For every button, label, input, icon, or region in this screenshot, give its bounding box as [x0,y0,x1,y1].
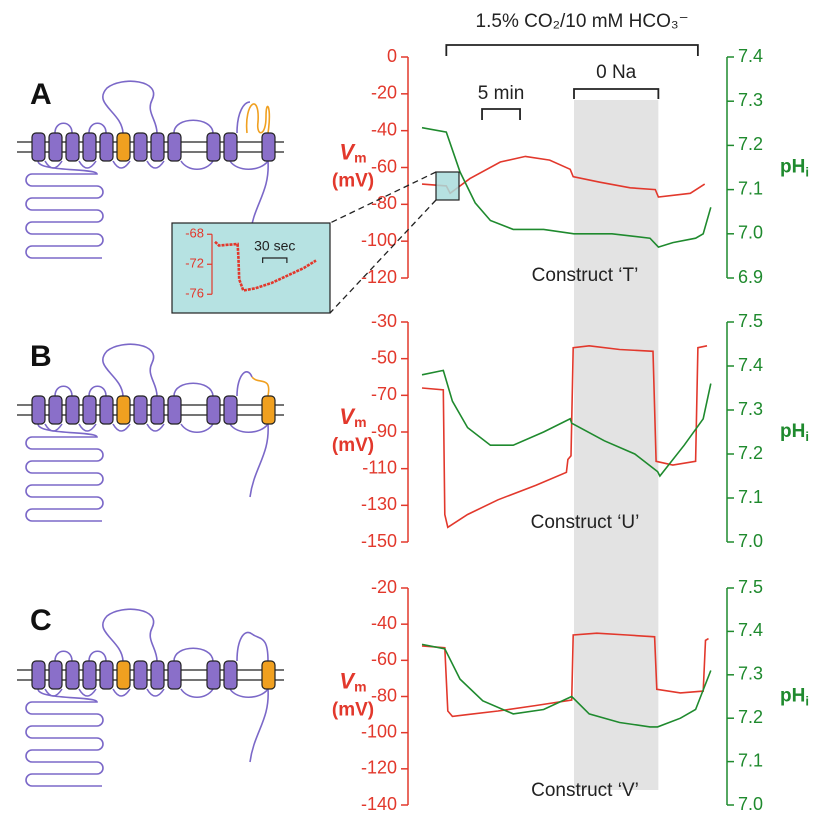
y-tick-label: -80 [371,685,397,705]
y-axis-label: Vm [339,139,366,165]
inset-y-tick-label: -76 [185,286,204,301]
y2-label-subscript: i [805,694,809,709]
y2-tick-label: 7.4 [738,620,763,640]
y2-axis-label: pHi [780,157,809,180]
topology-c [16,608,285,787]
y2-label-symbol: pH [780,686,805,707]
y2-tick-label: 7.2 [738,707,763,727]
y-tick-label: -90 [371,421,397,441]
zero-na-bracket [573,88,660,99]
y-axis-label: Vm [339,404,366,430]
construct-caption: Construct ‘T’ [532,265,639,286]
topology-a [16,80,285,259]
construct-caption: Construct ‘U’ [531,512,640,533]
y-tick-label: -60 [371,649,397,669]
y2-axis-label: pHi [780,421,809,444]
y-label-subscript: m [354,414,366,430]
zero-na-label: 0 Na [596,62,637,83]
inset-y-tick-label: -68 [185,226,204,241]
y2-tick-label: 7.1 [738,487,763,507]
y-tick-label: -80 [371,193,397,213]
y-label-subscript: m [354,678,366,694]
inset-trace [214,240,317,292]
y-tick-label: -30 [371,311,397,331]
trace [421,632,709,718]
y2-tick-label: 7.5 [738,311,763,331]
panel-label: C [30,604,52,637]
y-tick-label: -50 [371,347,397,367]
inset-scale-bar [262,257,288,263]
y2-tick-label: 7.1 [738,178,763,198]
y-label-symbol: V [339,404,356,429]
y2-tick-label: 7.3 [738,664,763,684]
y-label-symbol: V [339,668,356,693]
y2-tick-label: 7.3 [738,90,763,110]
y-label-subscript: m [354,149,366,165]
y2-tick-label: 7.0 [738,794,763,814]
zoom-box [435,171,460,201]
time-scale-label: 5 min [478,83,524,104]
inset-scale-label: 30 sec [254,238,295,254]
panel-label: B [30,340,52,373]
y-tick-label: -100 [361,230,397,250]
y-tick-label: -20 [371,83,397,103]
y-tick-label: -40 [371,119,397,139]
zero-na-shade [574,100,659,790]
co2-bracket [445,44,699,56]
y-axis-label: Vm [339,668,366,694]
construct-caption: Construct ‘V’ [531,780,639,801]
y2-tick-label: 7.5 [738,577,763,597]
y2-tick-label: 7.3 [738,399,763,419]
panel-label: A [30,78,52,111]
co2-label: 1.5% CO₂/10 mM HCO₃⁻ [476,11,689,32]
y-tick-label: -20 [371,577,397,597]
time-scale-bar [481,108,521,120]
y2-label-subscript: i [805,165,809,180]
y-axis-unit: (mV) [332,171,374,192]
y2-tick-label: 7.2 [738,134,763,154]
y-tick-label: -120 [361,267,397,287]
y-tick-label: -150 [361,531,397,551]
y-label-symbol: V [339,139,356,164]
y-axis-unit: (mV) [332,435,374,456]
y2-axis-label: pHi [780,686,809,709]
trace [421,643,712,728]
y-tick-label: -100 [361,721,397,741]
y-tick-label: -120 [361,758,397,778]
y2-tick-label: 6.9 [738,267,763,287]
y2-tick-label: 7.1 [738,750,763,770]
zoom-line [329,199,437,314]
y-tick-label: -40 [371,613,397,633]
y2-tick-label: 7.4 [738,46,763,66]
y2-tick-label: 7.0 [738,531,763,551]
y2-label-subscript: i [805,429,809,444]
y2-label-symbol: pH [780,421,805,442]
trace [421,126,712,249]
y-axis-unit: (mV) [332,700,374,721]
trace [421,155,706,198]
y2-tick-label: 7.2 [738,443,763,463]
inset-y-tick-label: -72 [185,256,204,271]
y-tick-label: -60 [371,156,397,176]
trace [421,344,708,529]
y2-tick-label: 7.0 [738,223,763,243]
y-tick-label: -140 [361,794,397,814]
y-tick-label: -130 [361,494,397,514]
topology-b [16,343,285,522]
y2-tick-label: 7.4 [738,355,763,375]
trace [421,369,712,478]
y-tick-label: -110 [362,457,397,477]
y-tick-label: 0 [387,46,397,66]
y-tick-label: -70 [371,384,397,404]
y2-label-symbol: pH [780,157,805,178]
